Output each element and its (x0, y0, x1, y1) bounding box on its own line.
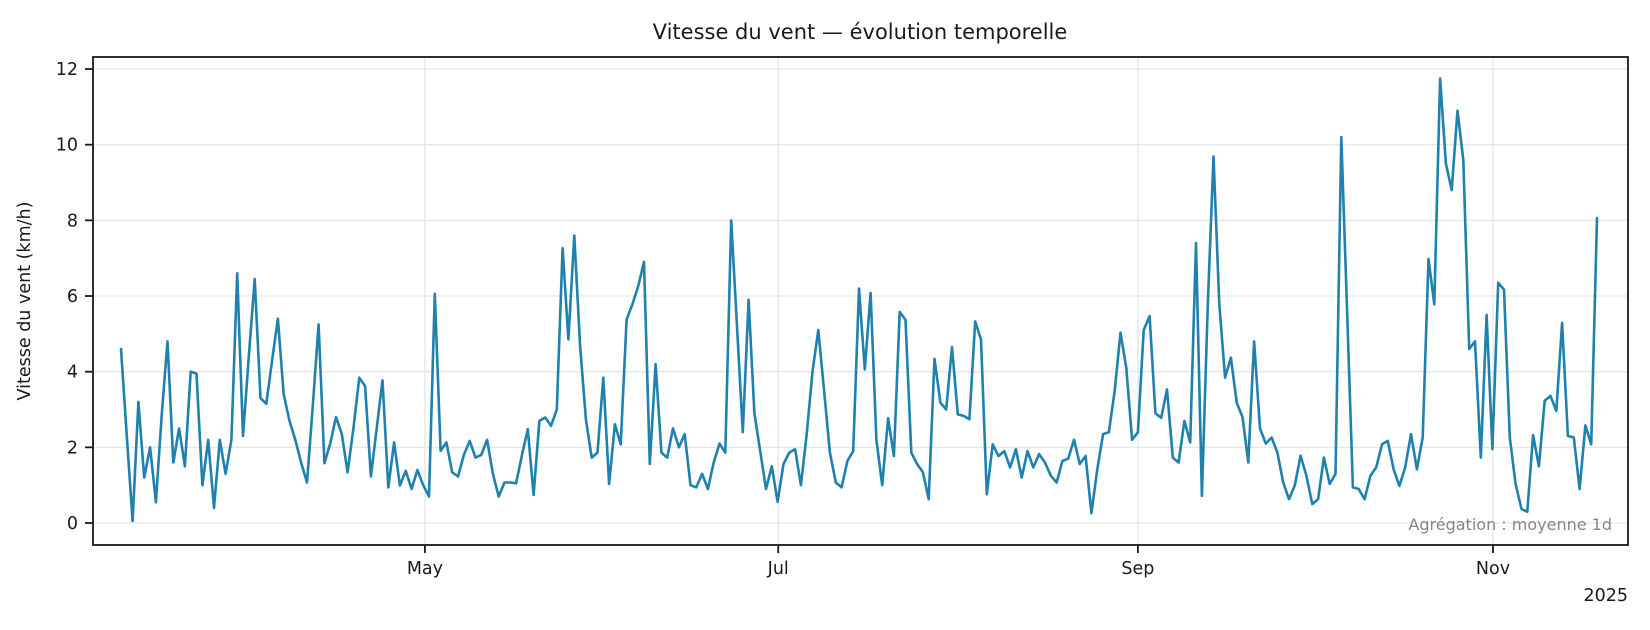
y-axis-label: Vitesse du vent (km/h) (15, 202, 35, 401)
axis-tick-labels: 0 2 4 6 8 10 12 May Jul Sep Nov (56, 60, 1510, 579)
x-axis-year-label: 2025 (1583, 586, 1628, 606)
y-tick-label: 4 (67, 363, 78, 383)
x-tick-label: Nov (1476, 559, 1510, 579)
y-tick-label: 12 (56, 60, 78, 80)
chart-title: Vitesse du vent — évolution temporelle (653, 20, 1068, 44)
y-tick-label: 0 (67, 514, 78, 534)
x-tick-label: Jul (767, 559, 789, 579)
axis-tick-marks (85, 68, 1494, 553)
x-tick-label: May (407, 559, 443, 579)
y-tick-label: 6 (67, 287, 78, 307)
aggregation-annotation: Agrégation : moyenne 1d (1408, 515, 1612, 534)
wind-speed-line-series (119, 77, 1599, 523)
wind-speed-line (119, 77, 1599, 523)
y-tick-label: 2 (67, 438, 78, 458)
y-tick-label: 10 (56, 136, 78, 156)
plot-spines (92, 56, 1629, 546)
x-tick-label: Sep (1121, 559, 1154, 579)
y-tick-label: 8 (67, 211, 78, 231)
gridlines (93, 57, 1628, 545)
